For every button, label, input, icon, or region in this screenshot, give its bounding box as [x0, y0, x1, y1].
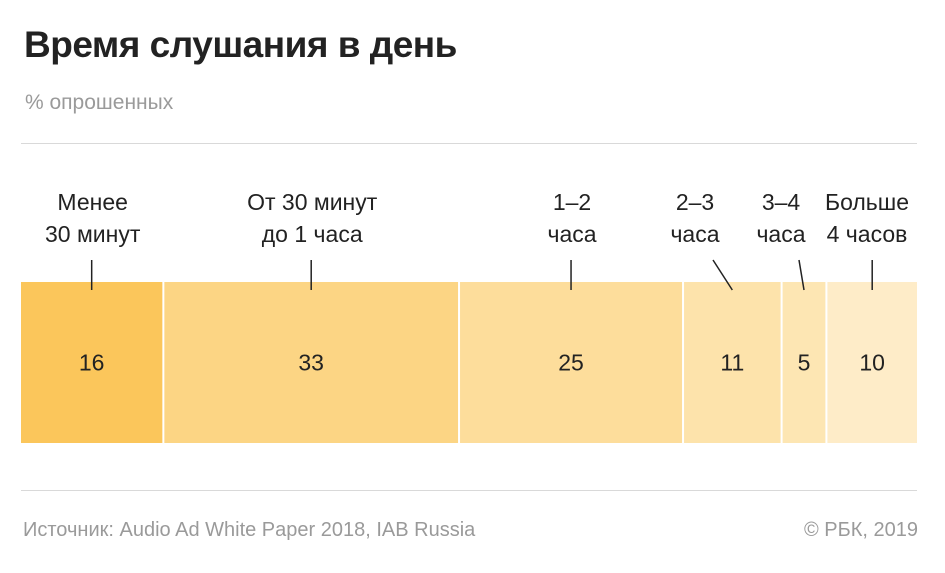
leader-line-4 [712, 259, 733, 291]
data-label-4: 11 [720, 350, 744, 376]
bar-segment-5 [782, 282, 826, 443]
chart-title: Время слушания в день [24, 24, 457, 65]
bar-segment-2 [164, 282, 459, 443]
bar-segment-6 [827, 282, 917, 443]
category-label-1-line-2: 30 минут [45, 221, 141, 247]
bar-segment-1 [21, 282, 163, 443]
bar-segment-3 [460, 282, 683, 443]
data-label-1: 16 [79, 350, 105, 376]
category-label-5-line-1: 3–4 [762, 189, 801, 215]
category-label-2-line-2: до 1 часа [262, 221, 363, 247]
category-label-5-line-2: часа [756, 221, 805, 247]
data-label-3: 25 [558, 350, 584, 376]
copyright-note: © РБК, 2019 [803, 519, 918, 541]
category-label-6-line-2: 4 часов [827, 221, 908, 247]
category-label-4-line-1: 2–3 [676, 189, 714, 215]
category-label-2-line-1: От 30 минут [247, 189, 378, 215]
category-label-3-line-1: 1–2 [553, 189, 591, 215]
category-label-4-line-2: часа [670, 221, 719, 247]
bottom-divider [21, 490, 917, 491]
data-label-2: 33 [298, 350, 324, 376]
top-divider [21, 143, 917, 144]
chart-subtitle: % опрошенных [25, 91, 174, 114]
source-note: Источник: Audio Ad White Paper 2018, IAB… [23, 519, 476, 541]
category-label-3-line-2: часа [548, 221, 597, 247]
category-label-1-line-1: Менее [57, 189, 128, 215]
data-label-6: 10 [859, 350, 885, 376]
bar-segment-4 [684, 282, 781, 443]
leader-line-5 [798, 259, 805, 291]
data-label-5: 5 [798, 350, 811, 376]
category-label-6-line-1: Больше [825, 189, 909, 215]
